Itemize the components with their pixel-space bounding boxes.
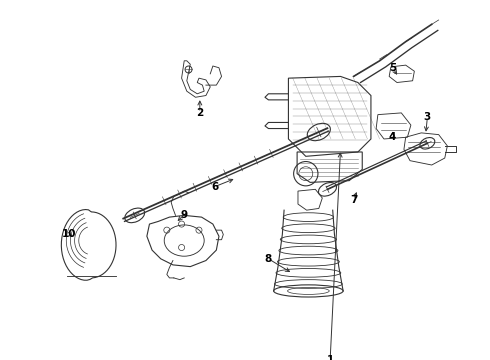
Text: 2: 2 [196,108,203,118]
Text: 8: 8 [265,254,272,264]
Text: 5: 5 [389,63,396,73]
Text: 7: 7 [350,195,357,205]
Text: 10: 10 [61,229,76,239]
Text: 1: 1 [326,355,334,360]
Text: 9: 9 [181,210,188,220]
Text: 3: 3 [424,112,431,122]
Text: 4: 4 [389,132,396,142]
Text: 6: 6 [211,182,218,192]
